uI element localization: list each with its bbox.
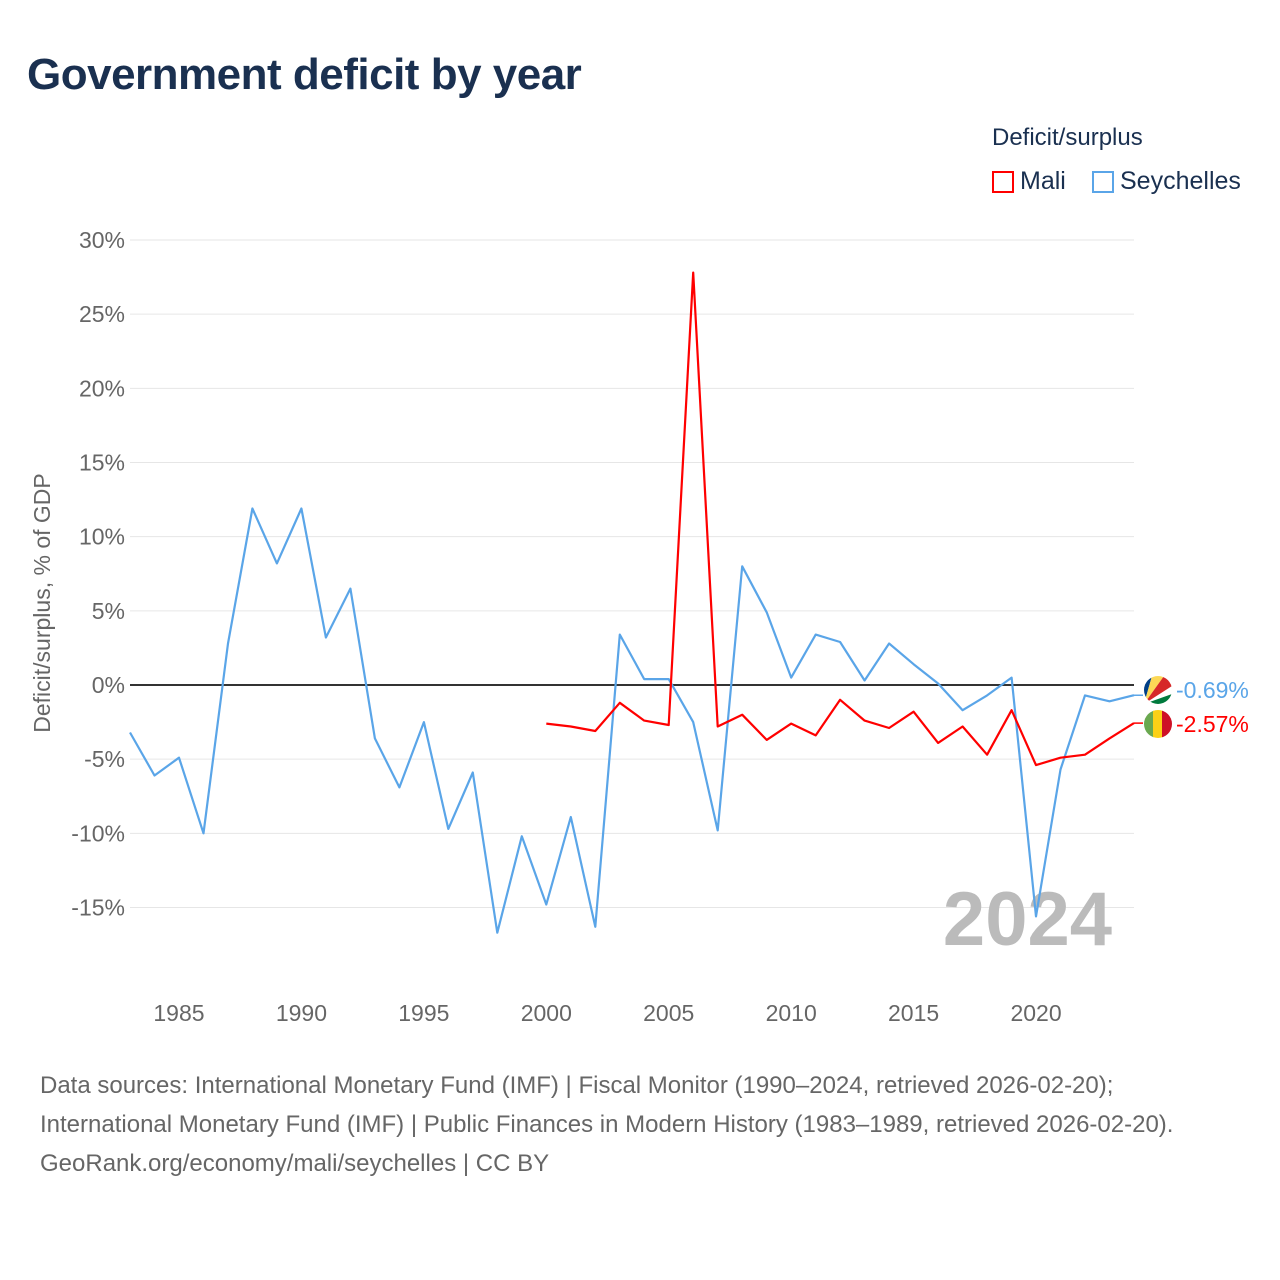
x-tick-label: 2015 — [888, 1000, 939, 1026]
x-tick-label: 2005 — [643, 1000, 694, 1026]
end-label-seychelles: -0.69% — [1176, 677, 1249, 703]
y-tick-label: 10% — [79, 524, 125, 550]
sources-text: Data sources: International Monetary Fun… — [40, 1072, 1174, 1138]
year-watermark: 2024 — [943, 877, 1112, 962]
x-tick-label: 2020 — [1010, 1000, 1061, 1026]
legend-swatch-seychelles — [1092, 170, 1114, 193]
y-axis-label: Deficit/surplus, % of GDP — [29, 473, 55, 732]
x-tick-label: 2010 — [766, 1000, 817, 1026]
y-tick-label: 5% — [92, 598, 125, 624]
x-tick-label: 1985 — [153, 1000, 204, 1026]
attribution-link[interactable]: GeoRank.org/economy/mali/seychelles | CC… — [40, 1150, 550, 1177]
y-tick-label: 0% — [92, 672, 125, 698]
legend-title: Deficit/surplus — [992, 124, 1143, 151]
y-tick-label: 15% — [79, 450, 125, 476]
y-tick-label: -15% — [71, 895, 125, 921]
sources-note: Data sources: International Monetary Fun… — [40, 1066, 1250, 1183]
legend-item-mali[interactable]: Mali — [992, 167, 1066, 196]
line-chart: 30% 25% 20% 15% 10% 5% 0% -5% -10% -15% 1985 1990 19… — [29, 227, 1249, 1026]
x-tick-label: 2000 — [521, 1000, 572, 1026]
legend-label-seychelles: Seychelles — [1120, 167, 1241, 195]
chart-title: Government deficit by year — [27, 50, 582, 99]
y-tick-label: 30% — [79, 227, 125, 253]
x-tick-label: 1990 — [276, 1000, 327, 1026]
mali-flag-icon — [1144, 710, 1172, 738]
legend-item-seychelles[interactable]: Seychelles — [1092, 167, 1241, 196]
legend-label-mali: Mali — [1020, 167, 1066, 195]
series-line-seychelles[interactable] — [129, 507, 1135, 934]
end-label-mali: -2.57% — [1176, 711, 1249, 737]
y-tick-label: -10% — [71, 820, 125, 846]
series-line-mali[interactable] — [546, 271, 1135, 767]
y-tick-label: 25% — [79, 301, 125, 327]
legend-swatch-mali — [992, 170, 1014, 193]
y-tick-label: -5% — [84, 746, 125, 772]
y-tick-label: 20% — [79, 375, 125, 401]
seychelles-flag-icon — [1144, 676, 1172, 704]
x-tick-label: 1995 — [398, 1000, 449, 1026]
